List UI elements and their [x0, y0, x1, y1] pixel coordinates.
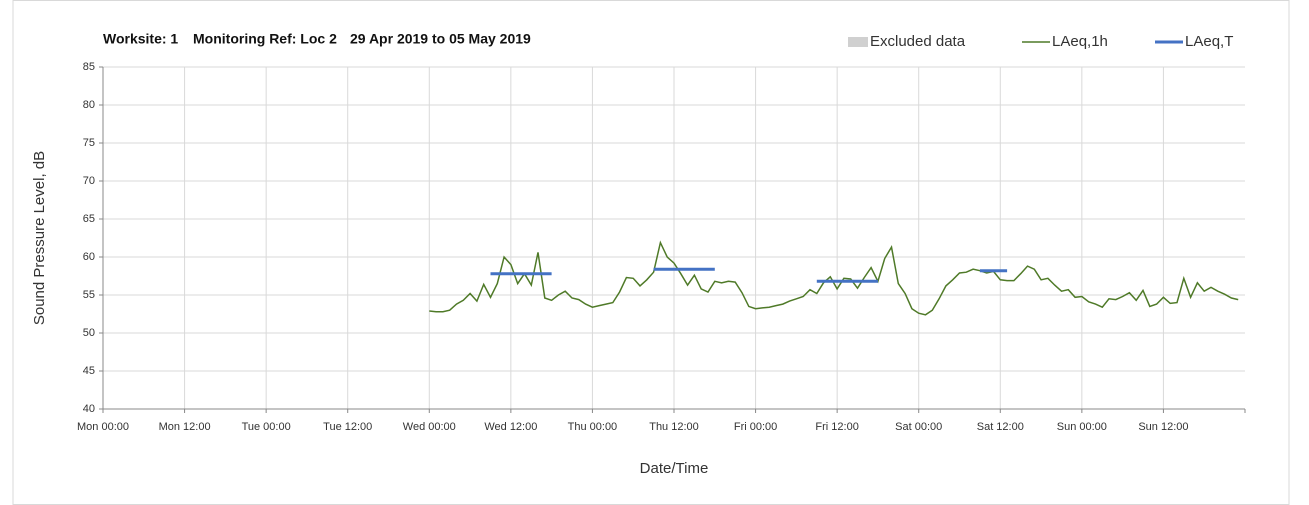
x-tick-label: Tue 00:00	[242, 421, 291, 433]
legend-swatch	[848, 37, 868, 47]
y-axis-title: Sound Pressure Level, dB	[31, 151, 48, 325]
series-line	[429, 240, 1239, 316]
legend-label: LAeq,T	[1185, 33, 1233, 50]
y-tick-label: 85	[83, 61, 95, 73]
x-tick-label: Wed 12:00	[484, 421, 537, 433]
x-tick-label: Fri 12:00	[815, 421, 858, 433]
y-tick-label: 50	[83, 327, 95, 339]
header-ref: Monitoring Ref: Loc 2	[193, 31, 337, 47]
x-tick-label: Mon 00:00	[77, 421, 129, 433]
x-tick-label: Thu 12:00	[649, 421, 699, 433]
x-axis-title: Date/Time	[640, 460, 709, 477]
header-worksite: Worksite: 1	[103, 31, 178, 47]
y-tick-label: 65	[83, 213, 95, 225]
y-tick-label: 55	[83, 289, 95, 301]
y-tick-label: 70	[83, 175, 95, 187]
x-tick-label: Sun 12:00	[1138, 421, 1188, 433]
series-line	[490, 267, 1008, 283]
x-tick-label: Wed 00:00	[403, 421, 456, 433]
x-tick-label: Fri 00:00	[734, 421, 777, 433]
legend-label: Excluded data	[870, 33, 966, 50]
y-tick-label: 40	[83, 403, 95, 415]
x-tick-label: Sat 00:00	[895, 421, 942, 433]
y-tick-label: 60	[83, 251, 95, 263]
header-period: 29 Apr 2019 to 05 May 2019	[350, 31, 531, 47]
y-tick-label: 80	[83, 99, 95, 111]
y-tick-label: 45	[83, 365, 95, 377]
x-tick-label: Tue 12:00	[323, 421, 372, 433]
y-tick-label: 75	[83, 137, 95, 149]
chart-frame	[12, 0, 1290, 505]
x-tick-label: Mon 12:00	[159, 421, 211, 433]
x-tick-label: Sun 00:00	[1057, 421, 1107, 433]
legend-label: LAeq,1h	[1052, 33, 1108, 50]
x-tick-label: Thu 00:00	[568, 421, 618, 433]
x-tick-label: Sat 12:00	[977, 421, 1024, 433]
